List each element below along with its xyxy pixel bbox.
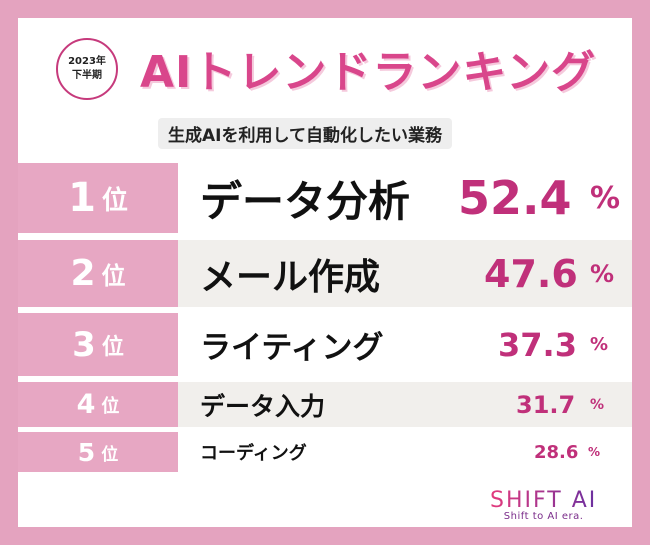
rank-suffix: 位 bbox=[101, 395, 120, 417]
rank-cell: 3 位 bbox=[18, 313, 178, 376]
rank-suffix: 位 bbox=[101, 444, 119, 465]
ranking-row-2: 2 位 メール作成 47.6 % bbox=[18, 240, 632, 307]
ranking-card: 2023年 下半期 AIトレンドランキング 生成AIを利用して自動化したい業務 … bbox=[18, 18, 632, 527]
page-subtitle: 生成AIを利用して自動化したい業務 bbox=[158, 118, 452, 149]
percent-value: 52.4 bbox=[458, 171, 572, 225]
percent-unit: % bbox=[590, 396, 605, 413]
rank-suffix: 位 bbox=[101, 185, 128, 216]
item-label: データ入力 bbox=[200, 391, 326, 421]
rank-cell: 2 位 bbox=[18, 240, 178, 307]
period-badge: 2023年 下半期 bbox=[56, 38, 118, 100]
percent-unit: % bbox=[590, 334, 609, 355]
row-band bbox=[178, 382, 632, 427]
percent-value: 47.6 bbox=[484, 251, 578, 296]
percent-value: 28.6 bbox=[534, 441, 579, 463]
percent-value: 37.3 bbox=[498, 325, 577, 364]
logo-tagline: Shift to AI era. bbox=[503, 511, 584, 522]
rank-number: 4 bbox=[76, 389, 96, 420]
rank-number: 3 bbox=[72, 324, 96, 365]
logo-name: SHIFT AI bbox=[490, 488, 598, 513]
badge-year: 2023年 bbox=[68, 56, 106, 67]
ranking-row-5: 5 位 コーディング 28.6 % bbox=[18, 432, 632, 472]
rank-suffix: 位 bbox=[101, 334, 124, 360]
item-label: コーディング bbox=[200, 443, 307, 464]
rank-number: 5 bbox=[77, 437, 96, 467]
item-label: データ分析 bbox=[200, 176, 411, 226]
percent-unit: % bbox=[590, 180, 621, 216]
rank-number: 1 bbox=[68, 175, 96, 221]
rank-number: 2 bbox=[70, 253, 96, 294]
rank-cell: 5 位 bbox=[18, 432, 178, 472]
page-title: AIトレンドランキング bbox=[140, 47, 597, 98]
badge-period: 下半期 bbox=[72, 70, 102, 81]
brand-logo: SHIFT AI Shift to AI era. bbox=[490, 488, 597, 522]
row-band bbox=[178, 240, 632, 307]
item-label: ライティング bbox=[200, 330, 384, 366]
item-label: メール作成 bbox=[200, 256, 381, 298]
percent-unit: % bbox=[588, 445, 601, 459]
percent-unit: % bbox=[590, 259, 615, 288]
rank-suffix: 位 bbox=[101, 262, 126, 290]
rank-cell: 4 位 bbox=[18, 382, 178, 427]
ranking-row-4: 4 位 データ入力 31.7 % bbox=[18, 382, 632, 427]
percent-value: 31.7 bbox=[516, 390, 576, 419]
ranking-row-1: 1 位 データ分析 52.4 % bbox=[18, 163, 632, 233]
ranking-row-3: 3 位 ライティング 37.3 % bbox=[18, 313, 632, 376]
rank-cell: 1 位 bbox=[18, 163, 178, 233]
